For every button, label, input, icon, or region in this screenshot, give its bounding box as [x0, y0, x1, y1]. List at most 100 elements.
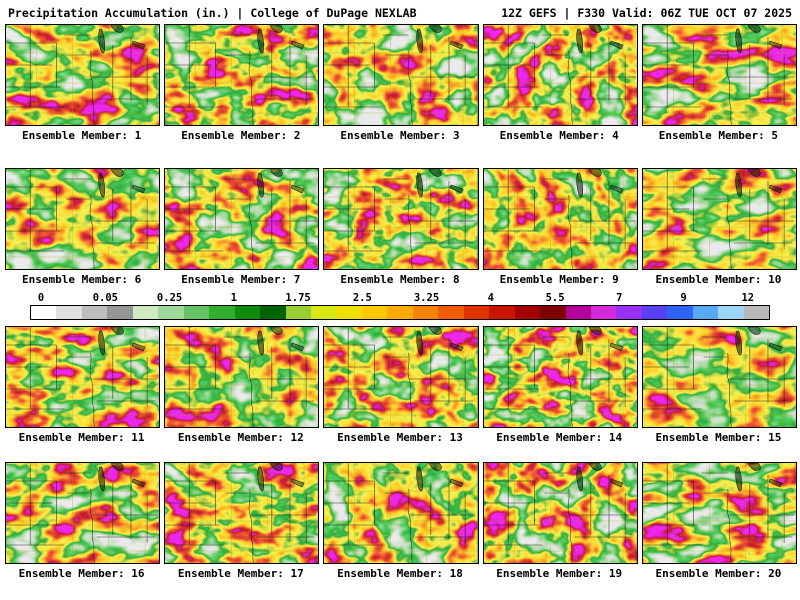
- ensemble-member-label: Ensemble Member: 3: [340, 129, 460, 142]
- ensemble-panel: Ensemble Member: 10: [641, 168, 798, 286]
- ensemble-grid: Ensemble Member: 1 Ensemble Member: 2 Ense…: [0, 24, 800, 580]
- ensemble-member-label: Ensemble Member: 20: [655, 567, 782, 580]
- colorbar-segment: [310, 306, 337, 319]
- ensemble-panel: Ensemble Member: 4: [482, 24, 638, 142]
- precip-map: [5, 326, 161, 428]
- colorbar-segment: [107, 306, 133, 319]
- colorbar-segment: [209, 306, 235, 319]
- colorbar-segment: [260, 306, 286, 319]
- precip-map: [323, 326, 479, 428]
- precip-map: [482, 462, 638, 564]
- colorbar-segment: [158, 306, 184, 319]
- colorbar-segment: [692, 306, 719, 319]
- precip-map: [641, 24, 798, 126]
- ensemble-panel: Ensemble Member: 13: [323, 326, 479, 444]
- colorbar-segment: [565, 306, 591, 319]
- colorbar-segment: [514, 306, 541, 319]
- ensemble-member-label: Ensemble Member: 5: [658, 129, 779, 142]
- precip-map: [5, 462, 161, 564]
- ensemble-row-2: Ensemble Member: 6 Ensemble Member: 7 Ense…: [5, 168, 798, 286]
- colorbar-segment: [438, 306, 464, 319]
- ensemble-panel: Ensemble Member: 15: [641, 326, 798, 444]
- header: Precipitation Accumulation (in.) | Colle…: [0, 0, 800, 20]
- colorbar-segment: [183, 306, 210, 319]
- ensemble-member-label: Ensemble Member: 14: [496, 431, 623, 444]
- precip-map: [323, 168, 479, 270]
- colorbar-segment: [590, 306, 617, 319]
- ensemble-member-label: Ensemble Member: 12: [177, 431, 304, 444]
- colorbar-segment: [540, 306, 566, 319]
- colorbar-tick: 7: [616, 292, 623, 304]
- precip-map: [323, 24, 479, 126]
- precip-map: [323, 462, 479, 564]
- colorbar-segment: [616, 306, 642, 319]
- precip-map: [164, 326, 320, 428]
- ensemble-panel: Ensemble Member: 18: [323, 462, 479, 580]
- colorbar-segment: [56, 306, 82, 319]
- ensemble-panel: Ensemble Member: 3: [323, 24, 479, 142]
- colorbar-tick: 3.25: [413, 292, 440, 304]
- colorbar-bar: [30, 305, 770, 320]
- ensemble-member-label: Ensemble Member: 2: [181, 129, 301, 142]
- ensemble-panel: Ensemble Member: 16: [5, 462, 161, 580]
- ensemble-member-label: Ensemble Member: 10: [655, 273, 782, 286]
- ensemble-panel: Ensemble Member: 17: [164, 462, 320, 580]
- ensemble-panel: Ensemble Member: 14: [482, 326, 638, 444]
- precip-map: [5, 24, 161, 126]
- colorbar-segment: [234, 306, 261, 319]
- precip-map: [5, 168, 161, 270]
- model-validity-text: 12Z GEFS | F330 Valid: 06Z TUE OCT 07 20…: [501, 6, 792, 20]
- colorbar-segment: [667, 306, 693, 319]
- ensemble-panel: Ensemble Member: 8: [323, 168, 479, 286]
- colorbar-tick: 12: [741, 292, 755, 304]
- colorbar-tick: 2.5: [352, 292, 372, 304]
- ensemble-panel: Ensemble Member: 7: [164, 168, 320, 286]
- colorbar-segment: [489, 306, 515, 319]
- colorbar-segment: [718, 306, 744, 319]
- ensemble-panel: Ensemble Member: 6: [5, 168, 161, 286]
- ensemble-member-label: Ensemble Member: 13: [337, 431, 463, 444]
- ensemble-member-label: Ensemble Member: 8: [340, 273, 460, 286]
- colorbar-segment: [285, 306, 311, 319]
- ensemble-member-label: Ensemble Member: 1: [21, 129, 142, 142]
- ensemble-row-1: Ensemble Member: 1 Ensemble Member: 2 Ense…: [5, 24, 798, 142]
- ensemble-row-3: Ensemble Member: 11 Ensemble Member: 12 En…: [5, 326, 798, 444]
- colorbar-segment: [743, 306, 770, 319]
- colorbar-segment: [81, 306, 108, 319]
- colorbar-tick: 4: [487, 292, 494, 304]
- colorbar-segment: [336, 306, 362, 319]
- precip-map: [482, 168, 638, 270]
- colorbar: 0 0.05 0.25 1 1.75 2.5 3.25 4 5.5 7 9 12: [30, 292, 770, 320]
- precip-map: [641, 462, 798, 564]
- ensemble-panel: Ensemble Member: 19: [482, 462, 638, 580]
- ensemble-member-label: Ensemble Member: 9: [499, 273, 619, 286]
- colorbar-ticks: 0 0.05 0.25 1 1.75 2.5 3.25 4 5.5 7 9 12: [30, 292, 770, 305]
- ensemble-member-label: Ensemble Member: 6: [21, 273, 142, 286]
- colorbar-tick: 1: [230, 292, 237, 304]
- ensemble-panel: Ensemble Member: 2: [164, 24, 320, 142]
- ensemble-panel: Ensemble Member: 9: [482, 168, 638, 286]
- colorbar-tick: 9: [680, 292, 687, 304]
- colorbar-segment: [641, 306, 668, 319]
- ensemble-member-label: Ensemble Member: 15: [655, 431, 782, 444]
- colorbar-tick: 5.5: [545, 292, 565, 304]
- colorbar-segment: [412, 306, 439, 319]
- ensemble-member-label: Ensemble Member: 18: [337, 567, 463, 580]
- ensemble-member-label: Ensemble Member: 17: [177, 567, 304, 580]
- ensemble-row-4: Ensemble Member: 16 Ensemble Member: 17 En…: [5, 462, 798, 580]
- ensemble-member-label: Ensemble Member: 19: [496, 567, 623, 580]
- ensemble-member-label: Ensemble Member: 7: [181, 273, 301, 286]
- colorbar-segment: [361, 306, 388, 319]
- ensemble-member-label: Ensemble Member: 16: [18, 567, 145, 580]
- precip-map: [164, 168, 320, 270]
- ensemble-member-label: Ensemble Member: 4: [499, 129, 619, 142]
- colorbar-segment: [463, 306, 490, 319]
- precip-map: [641, 326, 798, 428]
- precip-map: [482, 326, 638, 428]
- precip-map: [164, 24, 320, 126]
- precip-map: [641, 168, 798, 270]
- colorbar-tick: 1.75: [285, 292, 311, 304]
- ensemble-panel: Ensemble Member: 11: [5, 326, 161, 444]
- ensemble-panel: Ensemble Member: 20: [641, 462, 798, 580]
- precip-map: [164, 462, 320, 564]
